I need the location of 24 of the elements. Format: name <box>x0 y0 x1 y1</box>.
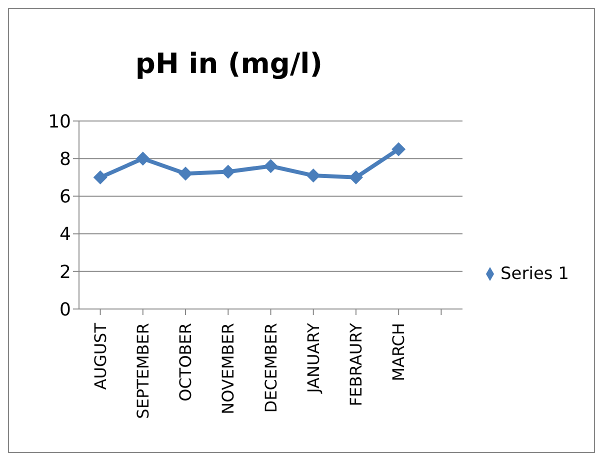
point <box>264 159 278 174</box>
x-tick-label: NOVEMBER <box>218 323 238 414</box>
point <box>93 170 108 184</box>
point <box>221 164 236 179</box>
y-tick-label: 2 <box>60 262 71 283</box>
y-tick-label: 8 <box>60 148 71 170</box>
y-tick-label: 6 <box>60 186 71 208</box>
x-tick-label: DECEMBER <box>261 323 280 413</box>
point <box>136 152 150 166</box>
x-tick-label: AUGUST <box>90 322 110 390</box>
point <box>348 170 363 184</box>
point <box>178 166 193 181</box>
y-tick-label: 4 <box>60 224 71 246</box>
point <box>392 142 406 156</box>
x-tick-label: FEBRAURY <box>346 322 366 406</box>
y-tick-label: 0 <box>60 299 71 320</box>
point <box>306 168 320 183</box>
x-tick-label: MARCH <box>389 323 408 382</box>
x-tick-label: JANUARY <box>304 322 323 394</box>
legend-label: Series 1 <box>500 264 569 284</box>
x-tick-label: OCTOBER <box>176 323 196 402</box>
x-tick-label: SEPTEMBER <box>134 323 153 419</box>
chart-title: pH in (mg/l) <box>134 47 324 80</box>
y-tick-label: 10 <box>48 111 71 132</box>
